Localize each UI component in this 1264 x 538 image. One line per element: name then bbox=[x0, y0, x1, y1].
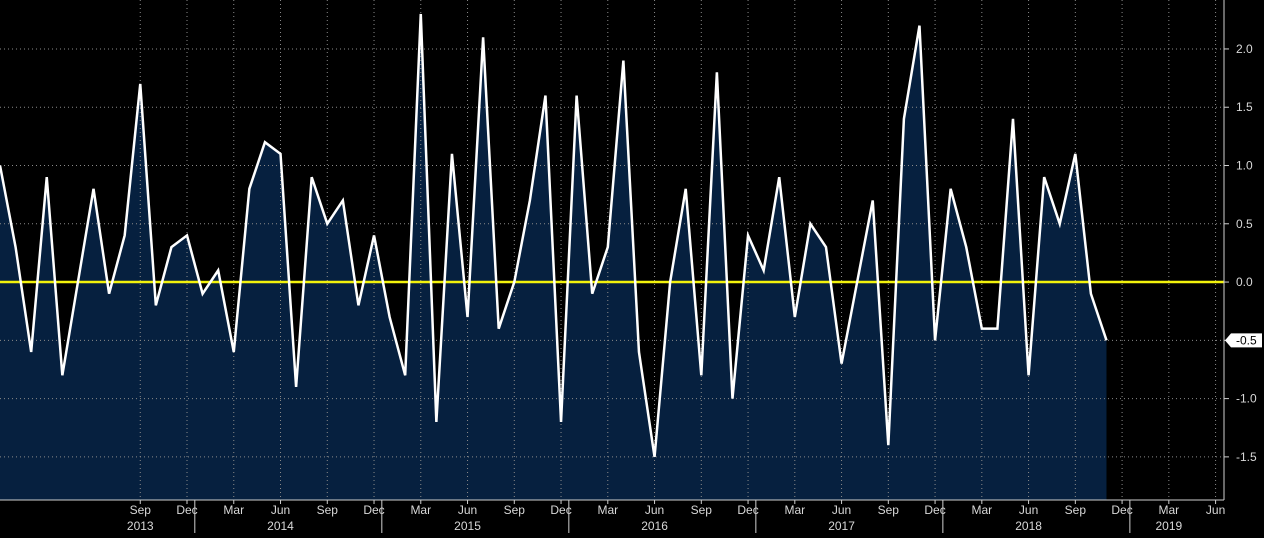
y-tick-label: 2.0 bbox=[1236, 42, 1253, 56]
last-value-label: -0.5 bbox=[1236, 333, 1257, 347]
x-tick-label: Mar bbox=[1158, 503, 1179, 517]
x-tick-label: Sep bbox=[130, 503, 152, 517]
x-tick-label: Jun bbox=[832, 503, 851, 517]
year-label: 2019 bbox=[1155, 519, 1182, 533]
year-label: 2016 bbox=[641, 519, 668, 533]
y-tick-label: 1.0 bbox=[1236, 159, 1253, 173]
y-tick-label: 0.0 bbox=[1236, 275, 1253, 289]
x-tick-label: Sep bbox=[691, 503, 713, 517]
x-tick-label: Jun bbox=[645, 503, 664, 517]
year-label: 2015 bbox=[454, 519, 481, 533]
year-label: 2017 bbox=[828, 519, 855, 533]
series-line bbox=[0, 13, 1108, 458]
year-label: 2018 bbox=[1015, 519, 1042, 533]
x-tick-label: Sep bbox=[504, 503, 526, 517]
x-tick-label: Dec bbox=[550, 503, 571, 517]
year-label: 2013 bbox=[127, 519, 154, 533]
x-tick-label: Jun bbox=[1206, 503, 1225, 517]
x-tick-label: Jun bbox=[458, 503, 477, 517]
x-tick-label: Dec bbox=[737, 503, 758, 517]
x-tick-label: Sep bbox=[317, 503, 339, 517]
x-tick-label: Mar bbox=[597, 503, 618, 517]
y-tick-label: -1.0 bbox=[1236, 392, 1257, 406]
x-tick-label: Dec bbox=[1111, 503, 1132, 517]
year-label: 2014 bbox=[267, 519, 294, 533]
x-tick-label: Sep bbox=[878, 503, 900, 517]
x-tick-label: Dec bbox=[363, 503, 384, 517]
y-tick-label: -1.5 bbox=[1236, 450, 1257, 464]
x-tick-label: Jun bbox=[1019, 503, 1038, 517]
x-tick-label: Mar bbox=[971, 503, 992, 517]
x-tick-label: Mar bbox=[410, 503, 431, 517]
x-tick-label: Dec bbox=[924, 503, 945, 517]
y-tick-label: 1.5 bbox=[1236, 100, 1253, 114]
last-value-label-box bbox=[1225, 333, 1262, 348]
x-tick-label: Dec bbox=[176, 503, 197, 517]
x-tick-label: Mar bbox=[784, 503, 805, 517]
series-area-fill bbox=[0, 13, 1107, 501]
x-tick-label: Jun bbox=[271, 503, 290, 517]
x-tick-label: Mar bbox=[223, 503, 244, 517]
y-tick-label: 0.5 bbox=[1236, 217, 1253, 231]
x-tick-label: Sep bbox=[1065, 503, 1087, 517]
